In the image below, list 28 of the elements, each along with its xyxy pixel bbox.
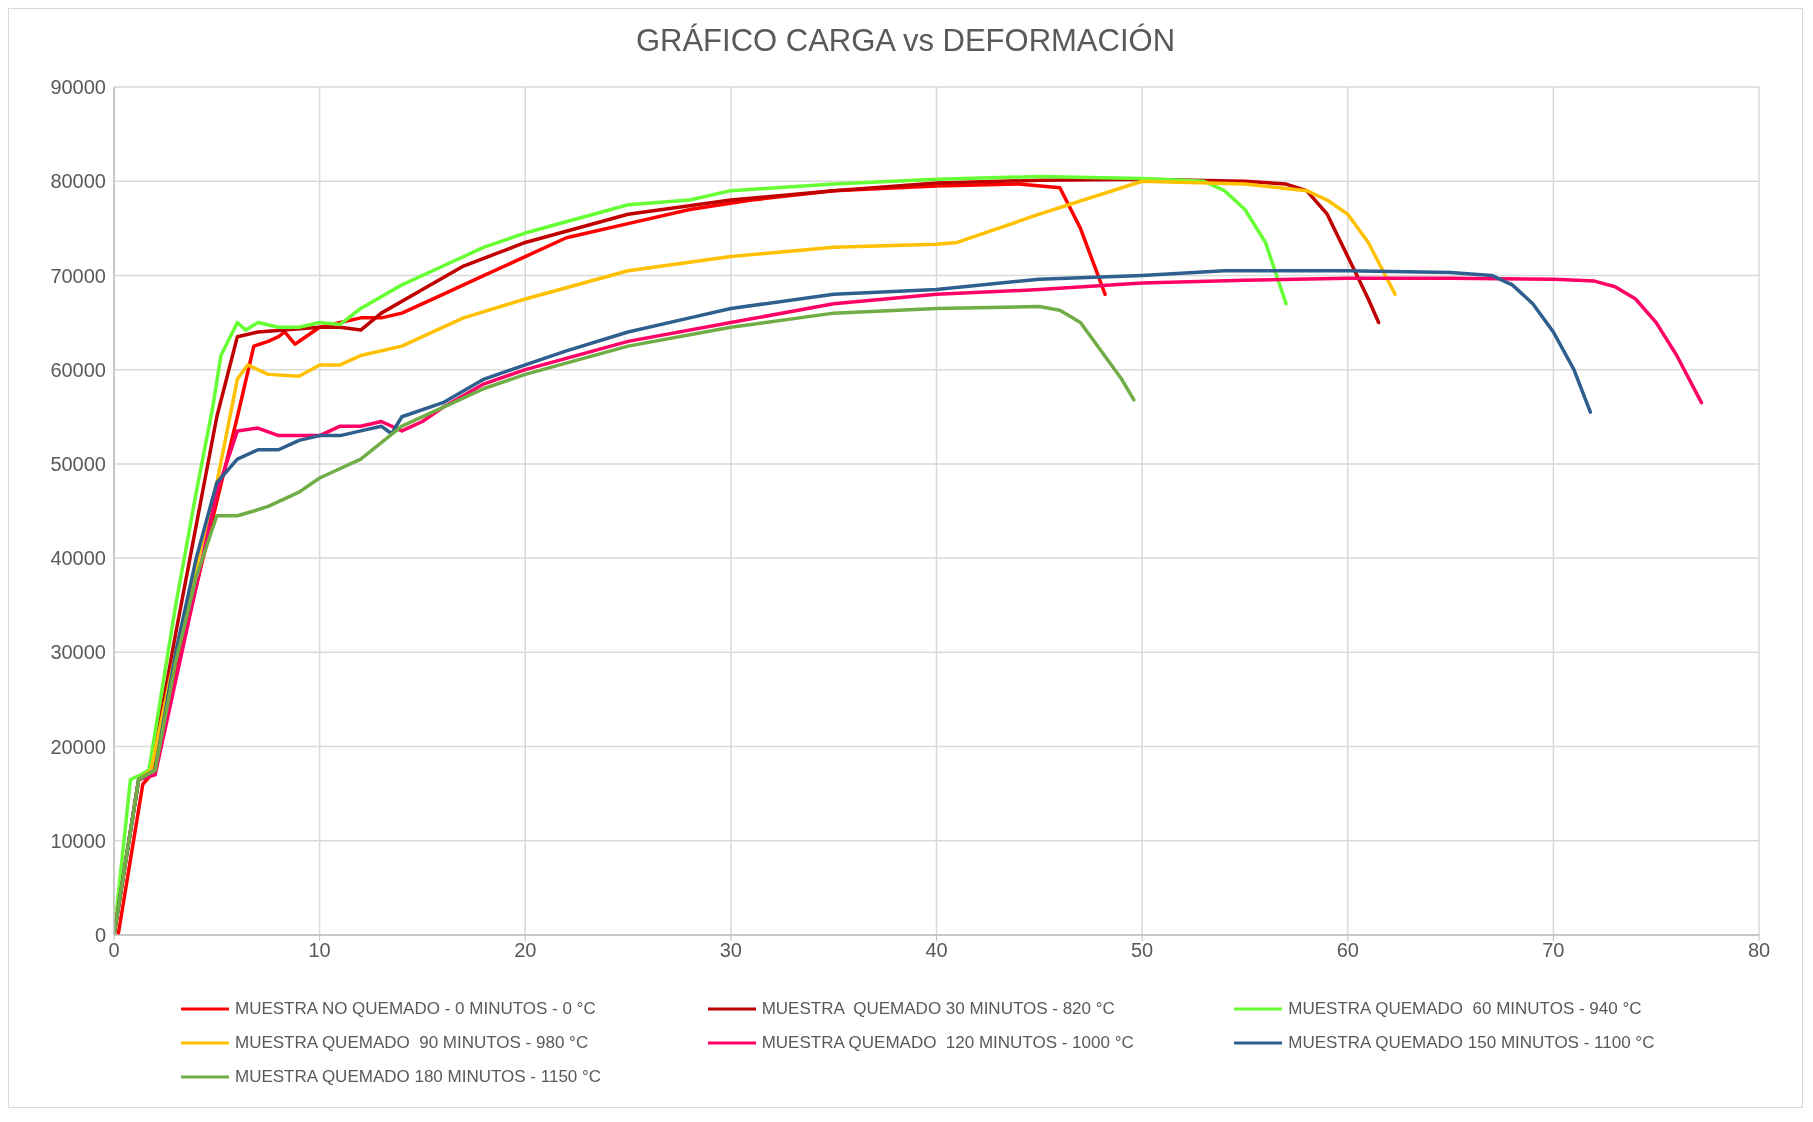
chart-title: GRÁFICO CARGA vs DEFORMACIÓN xyxy=(634,23,1177,60)
y-tick-label: 30000 xyxy=(50,641,106,664)
y-tick-label: 10000 xyxy=(50,829,106,852)
y-tick-label: 60000 xyxy=(50,358,106,381)
x-tick-label: 20 xyxy=(514,939,537,962)
x-tick-label: 10 xyxy=(308,939,331,962)
legend-label: MUESTRA QUEMADO 180 MINUTOS - 1150 °C xyxy=(235,1067,602,1087)
y-tick-label: 90000 xyxy=(50,76,106,99)
y-tick-label: 50000 xyxy=(50,452,106,475)
legend-label: MUESTRA QUEMADO 30 MINUTOS - 820 °C xyxy=(761,999,1115,1019)
y-tick-label: 40000 xyxy=(50,547,106,570)
x-tick-label: 0 xyxy=(108,939,120,962)
legend-label: MUESTRA QUEMADO 90 MINUTOS - 980 °C xyxy=(235,1033,589,1053)
legend-label: MUESTRA QUEMADO 150 MINUTOS - 1100 °C xyxy=(1288,1033,1655,1053)
x-tick-label: 50 xyxy=(1131,939,1154,962)
y-tick-label: 80000 xyxy=(50,170,106,193)
line-series xyxy=(114,304,1136,935)
x-tick-label: 60 xyxy=(1336,939,1359,962)
x-tick-label: 80 xyxy=(1747,939,1771,962)
y-tick-label: 0 xyxy=(94,924,106,947)
legend-label: MUESTRA QUEMADO 60 MINUTOS - 940 °C xyxy=(1288,999,1642,1019)
legend-label: MUESTRA QUEMADO 120 MINUTOS - 1000 °C xyxy=(761,1033,1134,1053)
x-tick-label: 40 xyxy=(925,939,948,962)
y-tick-label: 70000 xyxy=(50,264,106,287)
y-tick-label: 20000 xyxy=(50,735,106,758)
x-tick-label: 30 xyxy=(719,939,742,962)
legend-label: MUESTRA NO QUEMADO - 0 MINUTOS - 0 °C xyxy=(235,999,596,1019)
x-tick-label: 70 xyxy=(1542,939,1565,962)
